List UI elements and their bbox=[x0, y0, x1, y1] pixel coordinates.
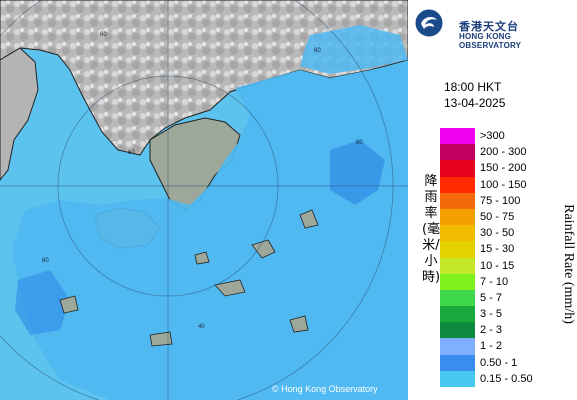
hko-logo: 香港天文台 HONG KONG OBSERVATORY bbox=[414, 8, 574, 50]
range-label: 60 bbox=[100, 32, 107, 38]
observation-date: 13-04-2025 bbox=[444, 96, 506, 110]
legend-swatch bbox=[440, 257, 475, 274]
legend-label: 7 - 10 bbox=[480, 275, 509, 288]
range-label: 60 bbox=[356, 140, 363, 146]
observation-time: 18:00 HKT bbox=[444, 80, 502, 94]
legend-label: 15 - 30 bbox=[480, 243, 515, 256]
legend-label: 5 - 7 bbox=[480, 291, 503, 304]
legend-swatch bbox=[440, 241, 475, 258]
legend-swatch bbox=[440, 289, 475, 307]
legend-label: 1 - 2 bbox=[480, 340, 503, 353]
legend-swatch bbox=[440, 128, 475, 145]
legend-swatch bbox=[440, 322, 475, 339]
hko-swirl-icon bbox=[415, 9, 443, 37]
rain-area-north bbox=[300, 25, 408, 74]
rain-area-moderate-2 bbox=[15, 270, 70, 335]
copyright-text: © Hong Kong Observatory bbox=[272, 384, 378, 394]
legend-label: >300 bbox=[480, 130, 505, 142]
legend-label: 100 - 150 bbox=[480, 178, 527, 191]
hong-kong-land bbox=[149, 117, 241, 211]
islands bbox=[59, 209, 319, 347]
legend-label: 0.15 - 0.50 bbox=[480, 372, 533, 385]
left-coast-land bbox=[0, 47, 39, 181]
legend-label: 10 - 15 bbox=[480, 259, 515, 272]
legend-label: 200 - 300 bbox=[480, 146, 527, 159]
legend-label: 50 - 75 bbox=[480, 210, 515, 223]
range-label: 60 bbox=[42, 258, 49, 264]
legend-swatch bbox=[440, 338, 475, 355]
legend-label: 0.50 - 1 bbox=[480, 356, 518, 369]
rain-area-main bbox=[12, 62, 408, 400]
org-name-english: HONG KONG OBSERVATORY bbox=[459, 32, 522, 50]
legend-panel: 香港天文台 HONG KONG OBSERVATORY 18:00 HKT 13… bbox=[408, 0, 577, 400]
legend-swatch bbox=[440, 354, 475, 371]
legend-swatch bbox=[440, 144, 475, 161]
legend-unit-chinese: 降雨率(毫米/小時) bbox=[422, 174, 441, 285]
rain-area-moderate bbox=[330, 140, 385, 205]
legend-swatch bbox=[440, 370, 475, 387]
legend-swatch bbox=[440, 225, 475, 242]
legend-label: 2 - 3 bbox=[480, 324, 503, 337]
legend-swatch bbox=[440, 160, 475, 177]
radar-map: 60 40 60 60 60 60 © Hong Kong Observator… bbox=[0, 0, 408, 400]
legend-unit-english: Rainfall Rate (mm/h) bbox=[561, 204, 576, 324]
legend-swatch bbox=[440, 208, 475, 226]
range-rings bbox=[0, 0, 408, 400]
legend-swatch bbox=[440, 192, 475, 209]
legend-swatch bbox=[440, 306, 475, 323]
legend-label: 30 - 50 bbox=[480, 227, 515, 240]
range-label: 40 bbox=[198, 324, 205, 330]
legend-label: 3 - 5 bbox=[480, 308, 503, 321]
legend-label: 150 - 200 bbox=[480, 162, 527, 175]
legend-label: 75 - 100 bbox=[480, 194, 521, 207]
legend-swatch bbox=[440, 273, 475, 290]
org-name-chinese: 香港天文台 bbox=[459, 20, 519, 33]
range-label: 60 bbox=[314, 48, 321, 54]
range-label: 60 bbox=[128, 150, 135, 156]
legend-swatch bbox=[440, 176, 475, 193]
